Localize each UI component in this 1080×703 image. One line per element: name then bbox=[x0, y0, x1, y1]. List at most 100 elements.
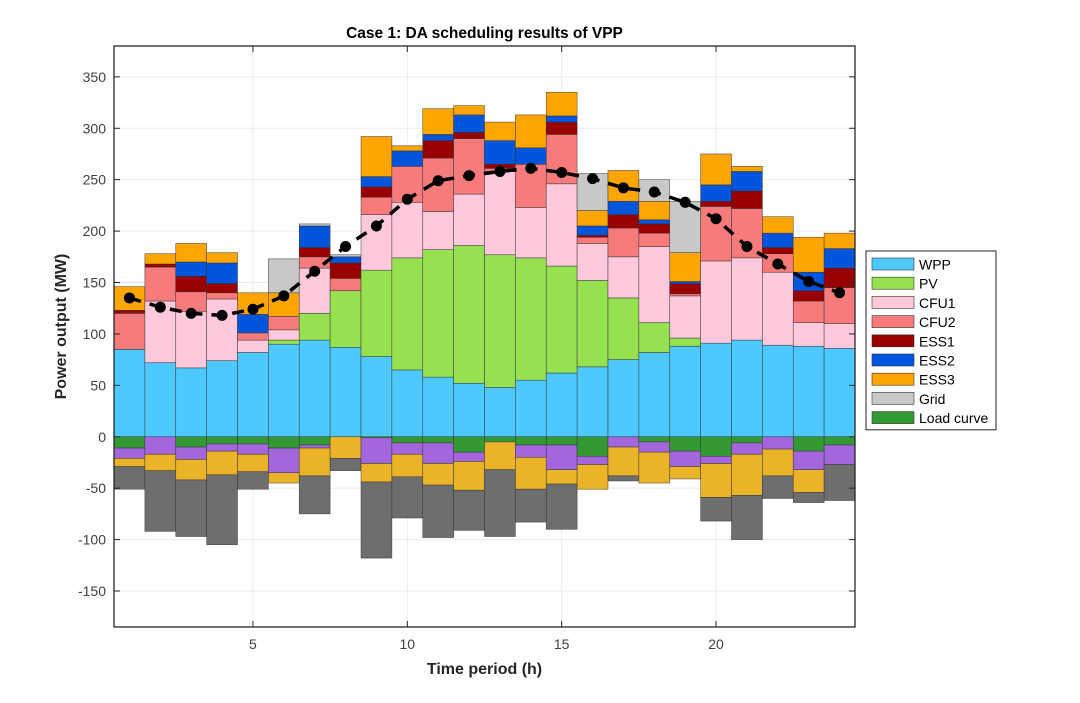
y-tick-label: 50 bbox=[90, 377, 106, 393]
legend: WPP PV CFU1 CFU2 ESS1 ESS2 ESS3 Grid Load curve bbox=[865, 250, 997, 431]
bar-segment-wpp bbox=[545, 372, 578, 438]
bar-segment-wpp bbox=[731, 339, 763, 438]
bar-segment-ess1 bbox=[175, 276, 207, 293]
y-tick-label: 200 bbox=[83, 223, 107, 239]
bar-segment-ess3 bbox=[144, 253, 177, 265]
bar-segment-gray-unlabeled bbox=[206, 474, 238, 546]
load-point bbox=[587, 173, 599, 185]
bar-segment-load-curve bbox=[515, 436, 547, 446]
bar-segment-wpp bbox=[638, 352, 671, 438]
bar-segment-ess3 bbox=[360, 136, 393, 177]
y-tick-label: 0 bbox=[98, 429, 106, 445]
bar-segment-gray-unlabeled bbox=[391, 476, 424, 519]
load-point bbox=[772, 258, 784, 270]
bar-segment-ess1 bbox=[638, 223, 671, 234]
bar-segment-pv bbox=[576, 280, 609, 368]
bar-segment-purple-unlabeled bbox=[298, 444, 331, 449]
bar-segment-load-curve bbox=[206, 436, 238, 445]
bar-segment-ess2 bbox=[391, 150, 424, 167]
bar-segment-load-curve bbox=[484, 436, 516, 443]
x-tick-label: 20 bbox=[708, 636, 724, 652]
bar-segment-load-curve bbox=[113, 436, 146, 449]
bar-segment-gold-unlabeled bbox=[144, 453, 177, 471]
legend-swatch bbox=[871, 296, 915, 309]
bar-segment-gray-unlabeled bbox=[515, 488, 547, 523]
bar-segment-pv bbox=[360, 269, 393, 357]
bar-segment-ess2 bbox=[422, 134, 454, 141]
load-point bbox=[247, 303, 259, 315]
bar-segment-load-curve bbox=[391, 436, 424, 444]
bar-segment-gray-unlabeled bbox=[792, 491, 825, 503]
bar-segment-pv bbox=[422, 249, 454, 378]
bar-segment-pv bbox=[453, 245, 485, 384]
bar-segment-load-curve bbox=[576, 436, 609, 457]
y-tick-label: -50 bbox=[86, 480, 106, 496]
bar-segment-ess1 bbox=[545, 121, 578, 135]
bar-segment-pv bbox=[669, 337, 701, 347]
bar-segment-gray-unlabeled bbox=[237, 471, 269, 490]
legend-label: PV bbox=[919, 276, 938, 292]
bar-segment-purple-unlabeled bbox=[453, 451, 485, 462]
bar-segment-gray-unlabeled bbox=[360, 481, 393, 559]
bar-segment-ess2 bbox=[206, 262, 238, 284]
ticks: -150 -100 -50 0 50 100 150 200 250 300 350 5 10 15 20 bbox=[78, 46, 855, 652]
bar-segment-purple-unlabeled bbox=[206, 443, 238, 452]
bar-segment-cfu1 bbox=[391, 202, 424, 259]
bar-segment-gray-unlabeled bbox=[823, 464, 856, 501]
x-axis-label: Time period (h) bbox=[427, 661, 542, 678]
bar-segment-cfu2 bbox=[329, 278, 362, 292]
bar-segment-cfu1 bbox=[576, 243, 609, 281]
bar-segment-ess3 bbox=[422, 108, 454, 135]
bar-segment-purple-unlabeled bbox=[175, 446, 207, 460]
bar-segment-purple-unlabeled bbox=[113, 447, 146, 459]
bar-segment-gold-unlabeled bbox=[206, 450, 238, 476]
bar-segment-cfu1 bbox=[422, 211, 454, 250]
bar-segment-cfu2 bbox=[607, 227, 640, 258]
bar-segment-ess1 bbox=[576, 234, 609, 238]
bar-segment-ess1 bbox=[329, 262, 362, 279]
bar-segment-ess1 bbox=[113, 309, 146, 314]
bar-segment-wpp bbox=[576, 366, 609, 438]
bar-segment-pv bbox=[329, 290, 362, 348]
bar-segment-wpp bbox=[268, 343, 300, 438]
bar-segment-ess3 bbox=[206, 252, 238, 264]
bar-segment-gray-unlabeled bbox=[607, 475, 640, 482]
bar-segment-cfu2 bbox=[792, 300, 825, 323]
bar-segment-ess1 bbox=[453, 132, 485, 139]
load-point bbox=[185, 307, 197, 319]
bar-segment-wpp bbox=[669, 345, 701, 438]
bar-segment-cfu2 bbox=[453, 138, 485, 195]
bar-segment-ess2 bbox=[175, 261, 207, 277]
bar-segment-wpp bbox=[515, 379, 547, 438]
bar-segment-purple-unlabeled bbox=[700, 455, 732, 464]
legend-swatch bbox=[871, 276, 915, 290]
load-point bbox=[710, 213, 722, 225]
bar-segment-purple-unlabeled bbox=[638, 441, 671, 453]
bar-segment-gray-unlabeled bbox=[113, 466, 146, 490]
bar-segment-load-curve bbox=[823, 436, 856, 446]
legend-swatch bbox=[871, 353, 915, 367]
y-tick-label: 150 bbox=[83, 275, 107, 291]
legend-label: Load curve bbox=[919, 410, 988, 426]
legend-label: WPP bbox=[919, 257, 951, 273]
bar-segment-load-curve bbox=[268, 436, 300, 449]
bar-segment-wpp bbox=[144, 362, 177, 438]
load-point bbox=[123, 292, 135, 304]
bar-segment-purple-unlabeled bbox=[360, 437, 393, 464]
bar-segment-cfu2 bbox=[268, 316, 300, 331]
bar-segment-pv bbox=[391, 257, 424, 371]
bar-segment-wpp bbox=[422, 376, 454, 438]
bar-segment-gold-unlabeled bbox=[329, 436, 362, 459]
y-tick-label: 300 bbox=[83, 120, 107, 136]
bar-segment-wpp bbox=[792, 345, 825, 438]
bar-segment-gray-unlabeled bbox=[731, 495, 763, 540]
bar-segment-ess3 bbox=[576, 210, 609, 227]
bar-segment-purple-unlabeled bbox=[792, 450, 825, 470]
legend-label: ESS2 bbox=[919, 353, 955, 369]
bars bbox=[113, 91, 856, 559]
load-point bbox=[834, 287, 846, 299]
bar-segment-pv bbox=[484, 254, 516, 388]
bar-segment-purple-unlabeled bbox=[731, 442, 763, 455]
bar-segment-gold-unlabeled bbox=[700, 463, 732, 498]
bar-segment-wpp bbox=[762, 344, 794, 438]
